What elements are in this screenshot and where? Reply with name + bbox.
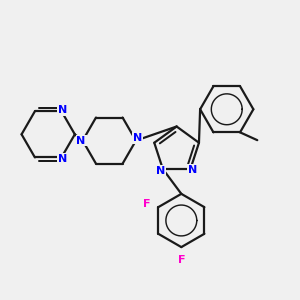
Text: N: N [188,165,198,175]
Text: N: N [76,136,86,146]
Text: N: N [133,133,142,143]
Text: N: N [156,166,165,176]
Text: N: N [58,105,67,115]
Text: F: F [178,255,185,265]
Text: F: F [142,199,150,209]
Text: N: N [58,154,67,164]
